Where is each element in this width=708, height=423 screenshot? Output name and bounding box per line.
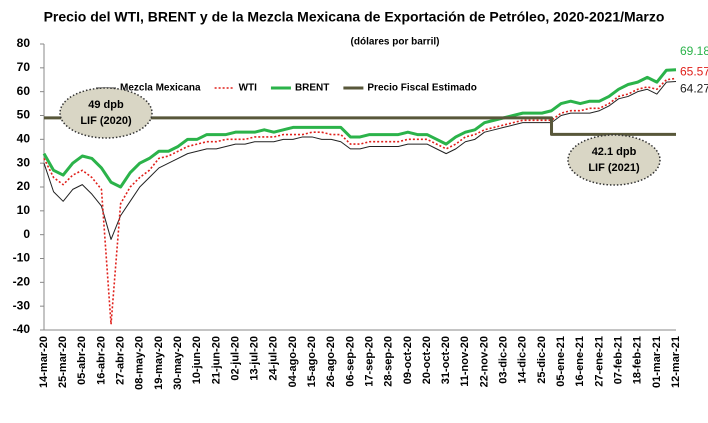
x-tick-label: 05-abr-20: [76, 336, 88, 385]
x-tick-label: 28-sep-20: [383, 336, 395, 387]
x-tick-label: 30-may-20: [172, 336, 184, 390]
x-tick-label: 21-jun-20: [210, 336, 222, 384]
annotation-text: 49 dpb: [88, 99, 124, 111]
y-tick-label: 20: [17, 179, 31, 193]
x-tick-label: 12-mar-21: [670, 336, 682, 388]
x-tick-label: 10-jun-20: [191, 336, 203, 384]
y-tick-label: 40: [17, 132, 31, 146]
end-value-label: 65.57: [680, 65, 708, 79]
x-tick-label: 26-ago-20: [325, 336, 337, 387]
x-tick-label: 16-ene-21: [574, 336, 586, 387]
annotation-text: 42.1 dpb: [592, 146, 637, 158]
x-tick-label: 31-oct-20: [440, 336, 452, 384]
x-tick-label: 07-feb-21: [612, 336, 624, 384]
x-tick-label: 22-nov-20: [478, 336, 490, 387]
legend-label: BRENT: [295, 83, 329, 94]
x-tick-label: 27-abr-20: [115, 336, 127, 385]
end-value-label: 69.18: [680, 44, 708, 58]
x-tick-label: 13-jul-20: [249, 336, 261, 381]
chart-subtitle: (dólares por barril): [351, 37, 440, 48]
y-tick-label: -20: [13, 275, 31, 289]
x-tick-label: 24-jul-20: [268, 336, 280, 381]
y-tick-label: 50: [17, 108, 31, 122]
x-tick-label: 16-abr-20: [95, 336, 107, 385]
legend-label: Mezcla Mexicana: [120, 83, 201, 94]
series-line: [43, 77, 677, 326]
series-line: [43, 80, 677, 240]
annotation-bubble: [567, 134, 661, 186]
x-tick-label: 04-ago-20: [287, 336, 299, 387]
chart-title: Precio del WTI, BRENT y de la Mezcla Mex…: [44, 9, 665, 25]
x-tick-label: 15-ago-20: [306, 336, 318, 387]
x-tick-label: 06-sep-20: [344, 336, 356, 387]
y-tick-label: -40: [13, 322, 31, 336]
x-tick-label: 02-jul-20: [229, 336, 241, 381]
x-tick-label: 27-ene-21: [593, 336, 605, 387]
y-tick-label: -30: [13, 298, 31, 312]
x-tick-label: 17-sep-20: [363, 336, 375, 387]
x-tick-label: 01-mar-21: [651, 336, 663, 388]
x-tick-label: 03-dic-20: [498, 336, 510, 384]
x-tick-label: 11-nov-20: [459, 336, 471, 387]
annotation-bubble: [59, 87, 153, 139]
x-tick-label: 09-oct-20: [402, 336, 414, 384]
x-tick-label: 08-may-20: [134, 336, 146, 390]
x-tick-label: 05-ene-21: [555, 336, 567, 387]
end-value-label: 64.27: [680, 82, 708, 96]
x-tick-label: 18-feb-21: [632, 336, 644, 384]
y-tick-label: 10: [17, 203, 31, 217]
y-tick-label: 70: [17, 60, 31, 74]
y-tick-label: 60: [17, 84, 31, 98]
y-tick-label: -10: [13, 251, 31, 265]
x-tick-label: 19-may-20: [153, 336, 165, 390]
y-tick-label: 0: [23, 227, 30, 241]
y-tick-label: 80: [17, 36, 31, 50]
annotation-text: LIF (2021): [588, 162, 640, 174]
x-tick-label: 25-dic-20: [536, 336, 548, 384]
x-tick-label: 14-mar-20: [38, 336, 50, 388]
x-tick-label: 20-oct-20: [421, 336, 433, 384]
annotation-text: LIF (2020): [80, 115, 132, 127]
series-line: [42, 68, 677, 189]
x-tick-label: 14-dic-20: [517, 336, 529, 384]
legend-label: Precio Fiscal Estimado: [367, 83, 477, 94]
legend-label: WTI: [239, 83, 258, 94]
y-tick-label: 30: [17, 155, 31, 169]
x-tick-label: 25-mar-20: [57, 336, 69, 388]
